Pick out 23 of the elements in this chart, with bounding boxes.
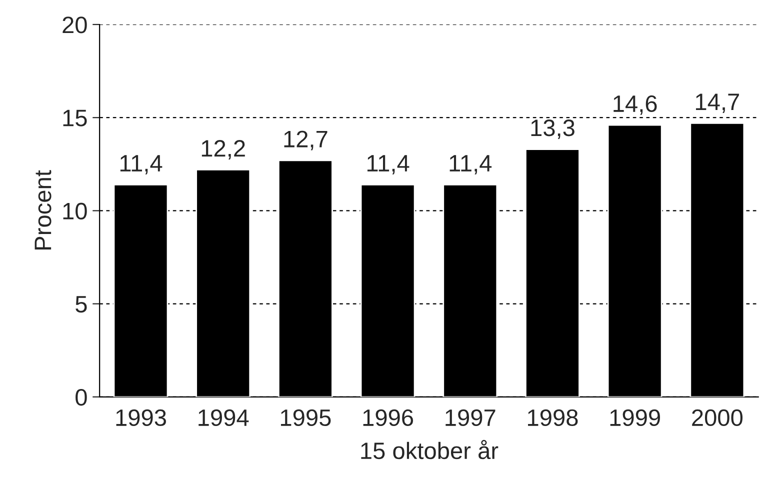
x-tick-label: 1997 — [446, 409, 496, 426]
x-tick-label: 1994 — [198, 409, 249, 426]
data-label: 13,3 — [531, 120, 574, 140]
y-tick-label: 0 — [76, 388, 87, 406]
data-label: 12,2 — [202, 140, 245, 160]
data-label: 14,7 — [696, 94, 739, 113]
x-axis-title: 15 oktober år — [361, 440, 498, 460]
y-axis-title: Procent — [34, 170, 52, 250]
x-tick-label: 1996 — [363, 409, 414, 426]
data-label: 14,6 — [614, 95, 657, 115]
x-tick-label: 1995 — [280, 409, 331, 426]
x-tick-label: 1999 — [610, 409, 660, 426]
x-tick-label: 1993 — [116, 409, 166, 426]
data-label: 11,4 — [120, 155, 162, 174]
x-tick-label: 1998 — [528, 409, 578, 426]
y-tick-label: 20 — [62, 16, 87, 34]
data-label: 11,4 — [450, 155, 492, 174]
y-tick-label: 5 — [76, 296, 87, 313]
data-label: 12,7 — [284, 130, 328, 150]
y-tick-label: 10 — [63, 202, 87, 220]
x-tick-label: 2000 — [692, 409, 743, 426]
data-label: 11,4 — [367, 155, 410, 174]
y-tick-label: 15 — [63, 110, 87, 126]
